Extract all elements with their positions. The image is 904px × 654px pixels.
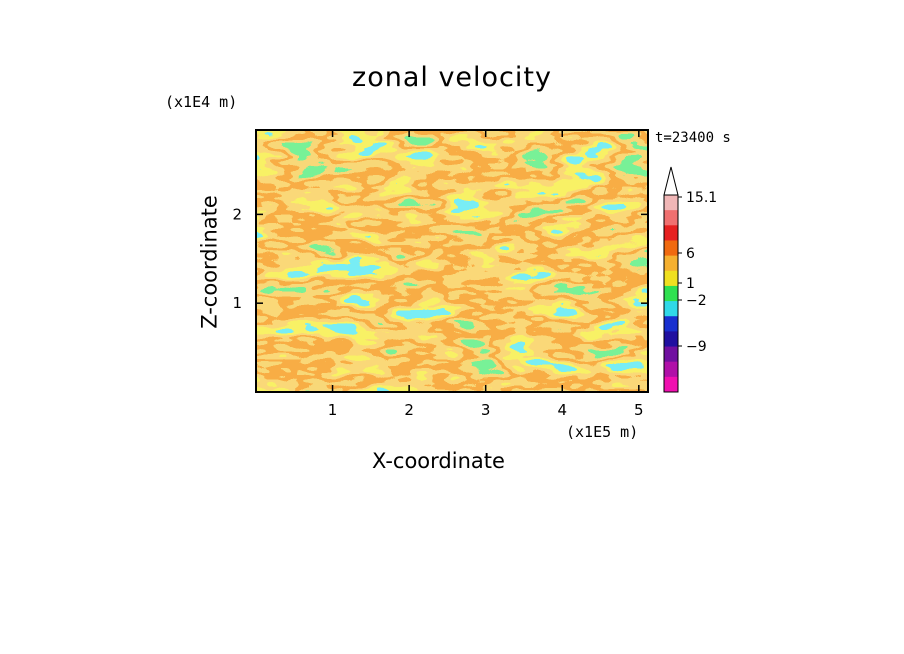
colorbar-level [664, 285, 678, 302]
y-tick-label: 1 [232, 294, 242, 312]
x-tick-label: 1 [328, 401, 338, 419]
colorbar-label: −9 [686, 339, 707, 355]
x-tick-label: 4 [557, 401, 567, 419]
y-tick-label: 2 [232, 205, 242, 223]
colorbar-level [664, 195, 678, 211]
x-tick-label: 3 [481, 401, 491, 419]
x-tick-label: 2 [404, 401, 414, 419]
x-axis-ticks: 1 2 3 4 5 [328, 130, 644, 419]
colorbar-level [664, 270, 678, 287]
x-axis-label: X-coordinate [372, 449, 505, 473]
time-label: t=23400 s [655, 130, 731, 146]
plot-frame [255, 129, 649, 393]
colorbar-level [664, 376, 678, 393]
colorbar-label: 6 [686, 246, 695, 262]
y-axis-ticks: 12 [232, 205, 648, 312]
colorbar-level [664, 255, 678, 272]
colorbar-level [664, 346, 678, 363]
x-axis-unit-label: (x1E5 m) [566, 423, 639, 441]
colorbar-level [664, 301, 678, 317]
y-axis-unit-label: (x1E4 m) [165, 93, 238, 111]
chart-title: zonal velocity [352, 62, 552, 93]
colorbar: 15.1 6 1−2 −9 [663, 166, 717, 393]
colorbar-extend-arrow [663, 166, 679, 196]
colorbar-label: −2 [686, 293, 707, 309]
heatmap-field [256, 130, 648, 392]
colorbar-level [664, 210, 678, 226]
colorbar-level [664, 316, 678, 332]
colorbar-level [664, 240, 678, 257]
x-tick-label: 5 [634, 401, 644, 419]
colorbar-frame [663, 194, 679, 393]
colorbar-level [664, 331, 678, 348]
colorbar-level [664, 361, 678, 378]
colorbar-level [664, 225, 678, 241]
colorbar-label: 15.1 [686, 190, 717, 206]
colorbar-label: 1 [686, 276, 695, 292]
